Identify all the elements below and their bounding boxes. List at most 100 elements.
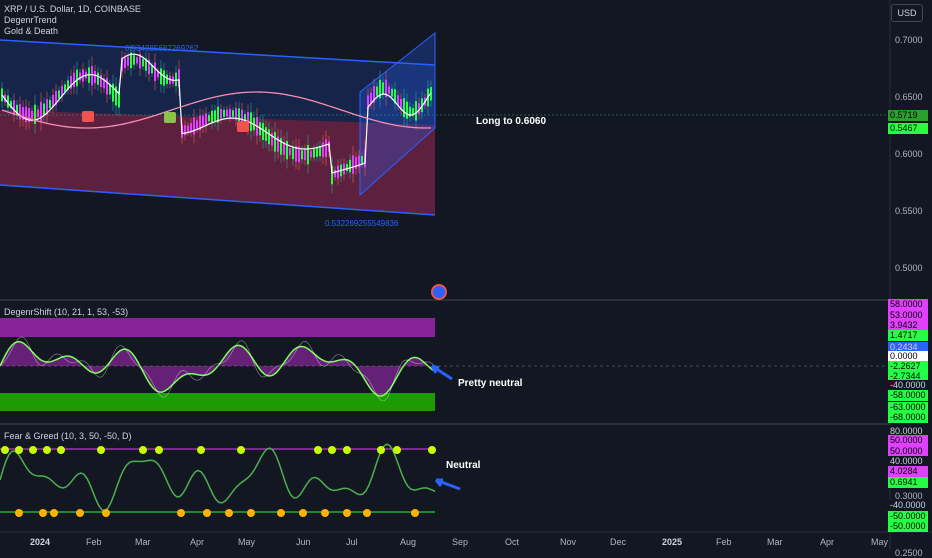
price-candle <box>118 91 120 108</box>
price-candle <box>46 99 48 115</box>
ds-lower-band <box>0 393 435 411</box>
indicator-degenrtrend-label[interactable]: DegenrTrend <box>4 15 57 25</box>
price-candle <box>160 68 162 85</box>
price-candle <box>271 133 273 146</box>
price-candle <box>49 99 51 109</box>
fg-value-tag: 50.0000 <box>888 446 928 457</box>
ds-value-tag: 1.4717 <box>888 330 928 341</box>
price-candle <box>388 86 390 94</box>
fear-emoji-icon <box>299 509 307 517</box>
annotation-neutral: Neutral <box>446 460 481 471</box>
fear-emoji-icon <box>102 509 110 517</box>
greed-emoji-icon <box>1 446 9 454</box>
price-candle <box>127 56 129 66</box>
fear-emoji-icon <box>203 509 211 517</box>
price-candle <box>247 112 249 128</box>
fg-value-tag: 50.0000 <box>888 435 928 446</box>
price-candle <box>187 125 189 133</box>
price-candle <box>19 104 21 120</box>
price-candle <box>400 98 402 110</box>
price-candle <box>397 95 399 106</box>
time-axis-label: Mar <box>135 537 151 547</box>
price-candle <box>13 100 15 115</box>
annotation-pretty-neutral: Pretty neutral <box>458 378 523 389</box>
time-axis-label: Feb <box>86 537 102 547</box>
price-candle <box>325 139 327 157</box>
price-axis-label: 0.5500 <box>895 206 923 216</box>
price-candle <box>193 117 195 135</box>
price-candle <box>346 164 348 171</box>
price-candle <box>202 115 204 128</box>
price-candle <box>10 101 12 109</box>
price-candle <box>277 136 279 152</box>
price-tag: 0.5467 <box>888 123 928 134</box>
price-candle <box>115 86 117 106</box>
ma-slow-line <box>1 91 432 129</box>
price-candle <box>97 72 99 85</box>
price-candle <box>7 95 9 108</box>
price-candle <box>430 87 432 101</box>
price-candle <box>106 78 108 95</box>
price-candle <box>199 115 201 131</box>
price-candle <box>289 148 291 156</box>
fear-emoji-icon <box>247 509 255 517</box>
symbol-title[interactable]: XRP / U.S. Dollar, 1D, COINBASE <box>4 4 141 14</box>
price-candle <box>34 104 36 124</box>
price-candle <box>136 57 138 64</box>
time-axis-label: Apr <box>190 537 205 547</box>
price-candle <box>28 108 30 122</box>
price-candle <box>229 108 231 118</box>
price-candle <box>205 113 207 127</box>
price-candle <box>58 90 60 99</box>
price-candle <box>148 59 150 75</box>
price-candle <box>391 88 393 97</box>
price-candle <box>43 103 45 116</box>
price-candle <box>283 141 285 155</box>
time-axis-label: 2025 <box>662 537 683 547</box>
price-candle <box>178 69 180 88</box>
fear-emoji-icon <box>321 509 329 517</box>
price-candle <box>406 101 408 119</box>
price-candle <box>334 169 336 178</box>
replay-icon <box>431 284 447 300</box>
price-axis-label: 0.5000 <box>895 263 923 273</box>
ma-fast-line <box>1 53 432 174</box>
price-candle <box>250 112 252 132</box>
price-candle <box>166 74 168 84</box>
time-axis-label: May <box>871 537 889 547</box>
time-axis-label: Nov <box>560 537 577 547</box>
fg-value-tag: -50.0000 <box>888 521 928 532</box>
signal-marker-icon <box>237 121 249 132</box>
price-candle <box>319 145 321 157</box>
fg-value-tag: 0.6941 <box>888 477 928 488</box>
price-candle <box>352 155 354 174</box>
greed-emoji-icon <box>155 446 163 454</box>
time-axis-label: Mar <box>767 537 783 547</box>
price-candle <box>109 84 111 95</box>
price-candle <box>145 58 147 71</box>
degenrshift-title[interactable]: DegenrShift (10, 21, 1, 53, -53) <box>4 307 129 317</box>
price-axis-label: 0.6500 <box>895 92 923 102</box>
signal-marker-icon <box>164 112 176 123</box>
price-candle <box>184 125 186 136</box>
price-candle <box>154 62 156 82</box>
price-candle <box>418 103 420 114</box>
greed-emoji-icon <box>97 446 105 454</box>
price-candle <box>238 108 240 122</box>
ds-signal-line <box>0 336 436 402</box>
fg-value-tag: -40.0000 <box>888 500 928 511</box>
price-candle <box>265 127 267 141</box>
currency-button[interactable]: USD <box>891 4 923 22</box>
indicator-golddeath-label[interactable]: Gold & Death <box>4 26 59 36</box>
price-candle <box>394 89 396 104</box>
channel-upper-line <box>0 39 436 66</box>
fear-greed-title[interactable]: Fear & Greed (10, 3, 50, -50, D) <box>4 431 132 441</box>
greed-emoji-icon <box>139 446 147 454</box>
price-candle <box>307 144 309 165</box>
price-candle <box>55 90 57 105</box>
price-candle <box>280 138 282 155</box>
greed-emoji-icon <box>15 446 23 454</box>
time-axis-label: Jul <box>346 537 358 547</box>
